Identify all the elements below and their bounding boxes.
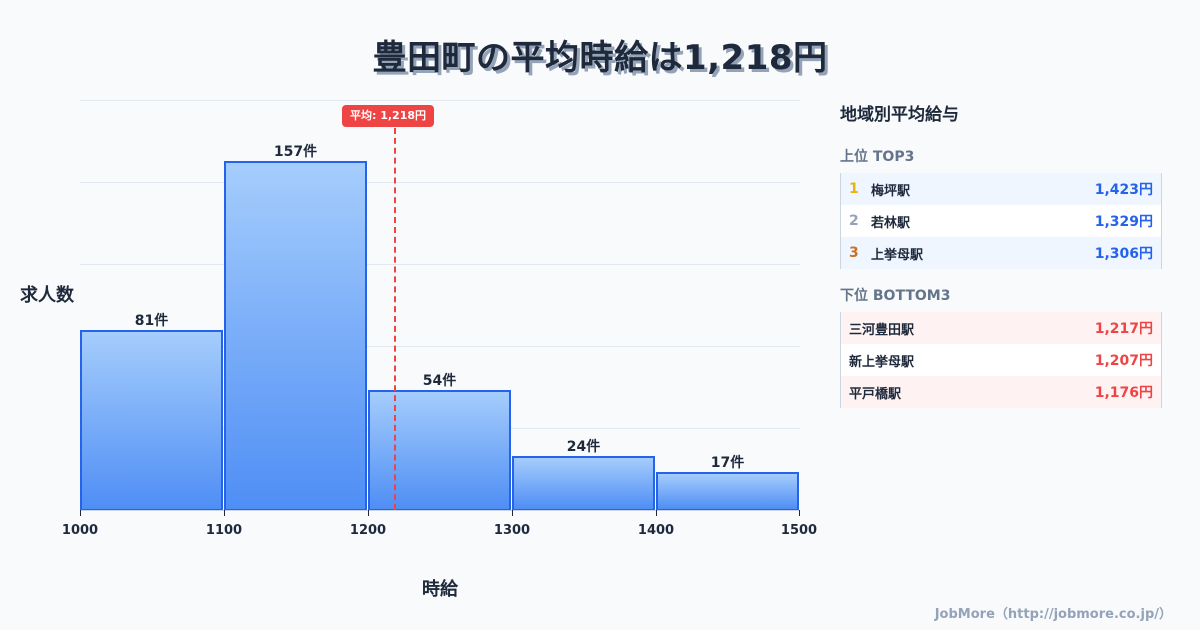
rank-number: 3 [849,245,859,261]
bar-value-label: 157件 [273,144,318,160]
rank-number: 2 [849,213,859,229]
panel-title: 地域別平均給与 [840,105,959,125]
top-section-title: 上位 TOP3 [840,149,915,165]
top-ranking-list: 1 梅坪駅 1,423円 2 若林駅 1,329円 3 上挙母駅 1,306円 [840,173,1162,269]
ranking-row[interactable]: 1 梅坪駅 1,423円 [841,173,1161,205]
x-tick-label: 1300 [493,523,531,538]
salary-value: 1,423円 [1094,182,1153,198]
station-name: 上挙母駅 [871,247,924,263]
gridline [80,346,800,347]
ranking-row[interactable]: 3 上挙母駅 1,306円 [841,237,1161,269]
bar-value-label: 24件 [566,439,601,455]
bar-value-label: 81件 [134,313,169,329]
salary-value: 1,306円 [1094,246,1153,262]
gridline [80,100,800,101]
bottom-ranking-list: 三河豊田駅 1,217円 新上挙母駅 1,207円 平戸橋駅 1,176円 [840,312,1162,408]
x-tick-label: 1500 [780,523,818,538]
x-tick [368,510,369,516]
mean-line [394,128,396,510]
x-tick-label: 1100 [205,523,243,538]
x-tick-label: 1400 [637,523,675,538]
bar-value-label: 54件 [422,373,457,389]
page-title: 豊田町の平均時給は1,218円 [372,38,828,78]
station-name: 若林駅 [871,215,911,231]
bar-value-label: 17件 [710,455,745,471]
station-name: 新上挙母駅 [849,354,915,370]
histogram-bar[interactable] [512,456,655,511]
station-name: 梅坪駅 [871,183,911,199]
x-tick-label: 1200 [349,523,387,538]
ranking-row[interactable]: 平戸橋駅 1,176円 [841,376,1161,408]
histogram-bar[interactable] [224,161,367,511]
x-tick [799,510,800,516]
salary-value: 1,176円 [1094,385,1153,401]
histogram-bar[interactable] [368,390,511,511]
gridline [80,182,800,183]
ranking-row[interactable]: 三河豊田駅 1,217円 [841,312,1161,344]
rank-number: 1 [849,181,859,197]
x-tick [656,510,657,516]
x-tick [512,510,513,516]
regional-salary-panel: 地域別平均給与 上位 TOP3 1 梅坪駅 1,423円 2 若林駅 1,329… [840,100,1162,408]
mean-badge: 平均: 1,218円 [342,105,435,127]
bottom-section-title: 下位 BOTTOM3 [840,288,951,304]
gridline [80,264,800,265]
x-axis-line [80,510,800,511]
x-tick [80,510,81,516]
salary-value: 1,207円 [1094,353,1153,369]
y-axis-label: 求人数 [20,285,74,306]
histogram-chart: 求人数 81件 157件 54件 24件 17件 平均: 1,218円 1000… [20,100,817,600]
x-tick [224,510,225,516]
station-name: 三河豊田駅 [849,322,915,338]
x-tick-label: 1000 [61,523,99,538]
ranking-row[interactable]: 新上挙母駅 1,207円 [841,344,1161,376]
footer-credit: JobMore（http://jobmore.co.jp/） [934,607,1172,622]
salary-value: 1,217円 [1094,321,1153,337]
histogram-bar[interactable] [80,330,223,511]
salary-value: 1,329円 [1094,214,1153,230]
x-axis-label: 時給 [422,579,458,600]
ranking-row[interactable]: 2 若林駅 1,329円 [841,205,1161,237]
histogram-bar[interactable] [656,472,799,511]
station-name: 平戸橋駅 [849,386,902,402]
